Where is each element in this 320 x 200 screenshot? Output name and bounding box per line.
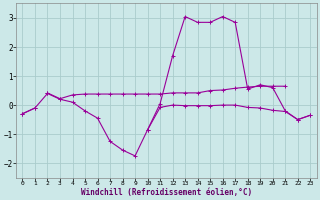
X-axis label: Windchill (Refroidissement éolien,°C): Windchill (Refroidissement éolien,°C) <box>81 188 252 197</box>
